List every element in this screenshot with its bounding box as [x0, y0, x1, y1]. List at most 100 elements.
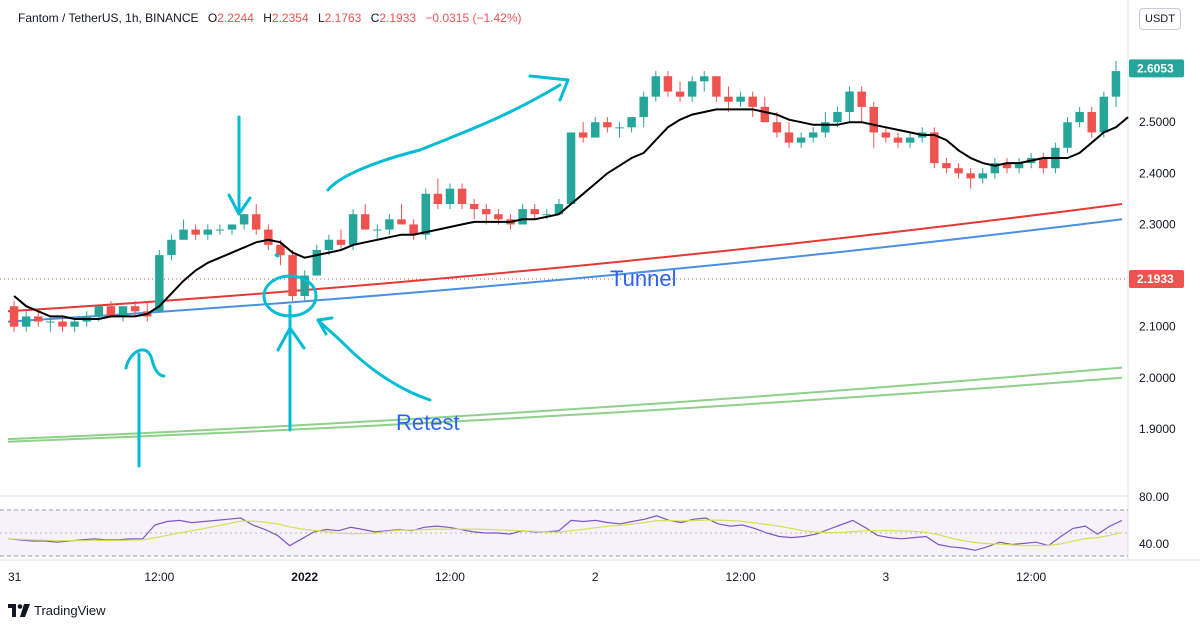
candle-body — [724, 96, 733, 102]
candle-body — [675, 91, 685, 97]
price-tick-label: 1.9000 — [1139, 422, 1176, 436]
open-value: 2.2244 — [217, 11, 254, 25]
candle-body — [905, 137, 915, 143]
candle-body — [360, 214, 370, 230]
retest-circle — [262, 274, 318, 318]
candle-body — [627, 117, 636, 128]
tunnel-fast-line — [7, 203, 1123, 313]
candle-body — [990, 163, 1000, 174]
candle — [433, 178, 443, 210]
candle-body — [1099, 96, 1109, 133]
short-ema — [13, 108, 1129, 320]
arrow-trend-up — [326, 74, 570, 192]
time-tick-label: 12:00 — [1016, 570, 1046, 584]
candle-body — [518, 209, 527, 225]
annotations — [124, 74, 570, 468]
candle — [130, 301, 140, 317]
candle — [1063, 117, 1072, 153]
candle — [845, 86, 854, 123]
price-tick-label: 2.3000 — [1139, 217, 1176, 231]
candle-body — [893, 137, 903, 143]
candle-body — [457, 188, 467, 204]
candle-body — [712, 76, 721, 97]
candle-body — [276, 244, 285, 256]
candle — [591, 117, 600, 138]
candle-body — [566, 132, 576, 204]
candle — [808, 127, 818, 143]
candle — [700, 71, 709, 92]
price-axis[interactable]: 2.60002.50002.40002.30002.20002.10002.00… — [1139, 64, 1176, 436]
candle-body — [155, 255, 164, 312]
candle-body — [857, 91, 866, 107]
candle-body — [591, 122, 600, 138]
candle-body — [966, 173, 975, 179]
candle — [905, 132, 915, 148]
candle-body — [179, 229, 188, 240]
arrow-up-left — [124, 348, 166, 468]
candle-body — [1087, 112, 1096, 133]
candle-body — [687, 81, 697, 97]
time-tick-label: 3 — [883, 570, 890, 584]
marker-dot — [274, 253, 280, 258]
rsi-line — [7, 515, 1123, 551]
open-label: O — [207, 11, 218, 25]
candle — [118, 306, 128, 322]
candle — [1111, 60, 1121, 107]
arrow-down-entry — [227, 115, 252, 216]
candle-body — [469, 204, 479, 210]
candle-body — [58, 321, 67, 327]
long-ma-line-b — [7, 376, 1123, 443]
candle — [409, 219, 418, 240]
rsi-ma-line — [7, 519, 1123, 547]
high-value: 2.2354 — [271, 11, 309, 25]
symbol-legend[interactable]: Fantom / TetherUS, 1h, BINANCE O2.2244 H… — [18, 11, 522, 25]
candle-body — [118, 306, 128, 317]
candle-body — [421, 193, 430, 235]
candle — [1099, 91, 1109, 138]
candle — [312, 244, 322, 276]
candle — [784, 122, 794, 148]
candle-body — [954, 168, 963, 174]
candle-body — [978, 173, 987, 179]
candle — [712, 76, 721, 102]
candle-body — [760, 106, 770, 123]
candle-body — [70, 321, 79, 327]
candle — [336, 229, 346, 250]
rsi-indicator — [7, 515, 1123, 551]
candle — [663, 71, 673, 97]
candle-body — [348, 214, 358, 245]
candle — [687, 76, 697, 102]
candle — [397, 204, 406, 225]
rsi-tick-label: 40.00 — [1139, 537, 1169, 551]
candle-body — [324, 239, 334, 250]
close-label: C — [370, 11, 380, 25]
candle-body — [130, 306, 140, 312]
currency-button[interactable]: USDT — [1139, 8, 1181, 30]
candle — [639, 91, 648, 128]
candle — [627, 117, 636, 133]
candle-body — [300, 275, 309, 296]
candle — [167, 234, 176, 261]
symbol-name[interactable]: Fantom / TetherUS, 1h, BINANCE — [18, 11, 199, 25]
candle — [348, 209, 358, 250]
candle-body — [748, 96, 757, 107]
low-value: 2.1763 — [324, 11, 362, 25]
candle — [1075, 106, 1084, 128]
candle-body — [651, 76, 661, 97]
candle — [796, 132, 806, 148]
low-label: L — [317, 11, 325, 25]
candle — [179, 219, 188, 240]
rsi-band — [0, 510, 1128, 556]
candle — [942, 158, 951, 174]
candle — [239, 214, 249, 230]
candle-body — [264, 229, 273, 245]
candle — [566, 132, 576, 204]
tradingview-logo[interactable]: TradingView — [8, 603, 106, 618]
candle — [9, 301, 19, 332]
candle — [360, 204, 370, 230]
candle-body — [312, 250, 322, 276]
time-axis[interactable]: 31 12:00 2022 12:00 2 12:00 3 12:00 — [8, 570, 1047, 584]
candle-body — [1002, 163, 1012, 169]
time-tick-label: 2 — [592, 570, 599, 584]
